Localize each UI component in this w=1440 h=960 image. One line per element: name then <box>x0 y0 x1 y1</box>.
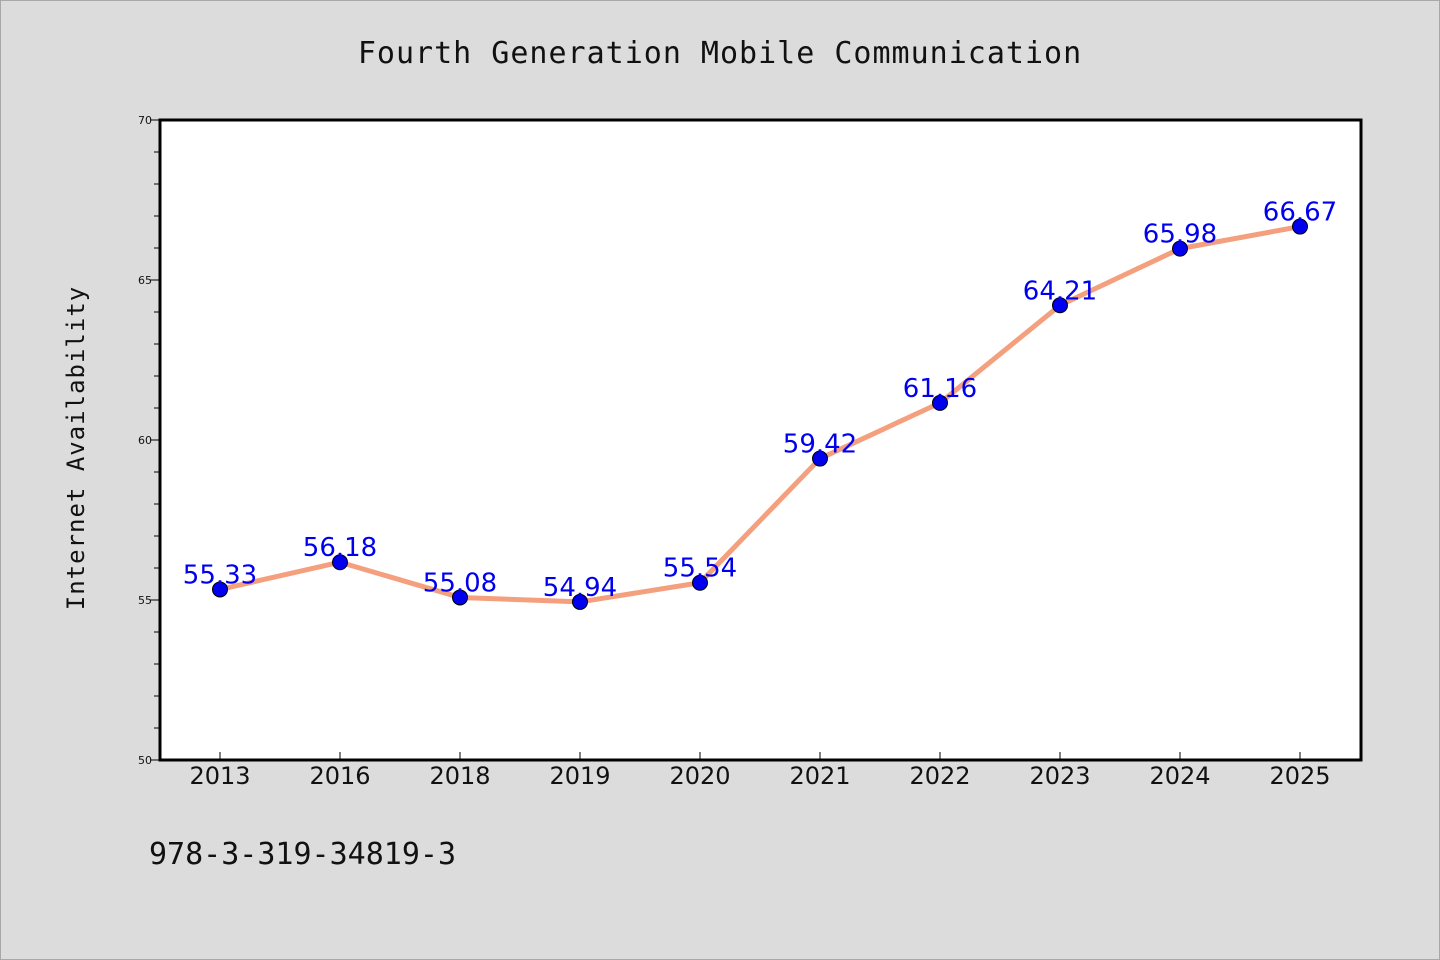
x-tick-label: 2019 <box>549 762 610 790</box>
x-tick-label: 2022 <box>909 762 970 790</box>
x-axis: 2013 2016 2018 2019 2020 2021 2022 2023 2024 2025 <box>189 752 1331 790</box>
data-point-marker <box>212 581 228 598</box>
y-tick-label: 50 <box>138 754 152 767</box>
data-label: 56.18 <box>303 533 377 563</box>
data-label-group: 55.33 56.18 55.08 54.94 55.54 59.42 61.16 64.21… <box>183 198 1337 603</box>
y-axis: 50 55 60 65 70 <box>138 114 160 767</box>
data-point-marker <box>692 574 708 591</box>
data-label: 55.54 <box>663 554 737 584</box>
y-axis-label: Internet Availability <box>62 286 90 610</box>
data-point-marker <box>1052 297 1068 314</box>
plot-area <box>160 120 1361 760</box>
data-label: 61.16 <box>903 374 977 404</box>
data-point-marker <box>1172 240 1188 257</box>
data-label: 55.33 <box>183 560 257 590</box>
data-label: 64.21 <box>1023 276 1097 306</box>
x-tick-label: 2025 <box>1269 762 1330 790</box>
data-point-marker <box>932 394 948 411</box>
x-tick-label: 2016 <box>309 762 370 790</box>
footer-code: 978-3-319-34819-3 <box>149 837 456 872</box>
data-label: 59.42 <box>783 430 857 460</box>
y-tick-label: 55 <box>138 594 152 607</box>
series-line-group <box>217 224 1303 605</box>
chart-title: Fourth Generation Mobile Communication <box>358 36 1082 71</box>
y-tick-label: 60 <box>138 434 152 447</box>
x-tick-label: 2020 <box>669 762 730 790</box>
data-point-marker <box>332 554 348 571</box>
data-label: 55.08 <box>423 568 497 598</box>
y-tick-label: 65 <box>138 274 152 287</box>
y-tick-label: 70 <box>138 114 152 127</box>
data-point-marker <box>812 450 828 467</box>
x-tick-label: 2023 <box>1029 762 1090 790</box>
data-label: 54.94 <box>543 573 617 603</box>
series-line <box>217 224 1303 605</box>
data-point-marker <box>452 589 468 606</box>
data-label: 66.67 <box>1263 198 1337 228</box>
data-label: 65.98 <box>1143 220 1217 250</box>
marker-group <box>212 218 1308 610</box>
x-tick-label: 2018 <box>429 762 490 790</box>
x-tick-label: 2024 <box>1149 762 1210 790</box>
x-tick-label: 2021 <box>789 762 850 790</box>
data-point-marker <box>572 593 588 610</box>
data-point-marker <box>1292 218 1308 235</box>
x-tick-label: 2013 <box>189 762 250 790</box>
plot-border <box>158 118 1363 762</box>
